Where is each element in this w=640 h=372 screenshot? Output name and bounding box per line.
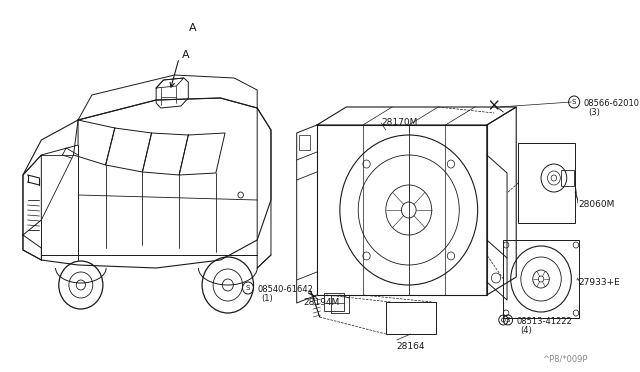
Bar xyxy=(518,143,575,223)
Text: A: A xyxy=(189,23,196,33)
Text: ^P8/*009P: ^P8/*009P xyxy=(542,355,588,364)
Text: S: S xyxy=(246,285,250,291)
Text: (1): (1) xyxy=(261,294,273,303)
Text: (3): (3) xyxy=(588,108,600,117)
Text: 28194M: 28194M xyxy=(303,298,339,307)
Text: A: A xyxy=(182,50,189,60)
Bar xyxy=(324,293,344,311)
Text: 28164: 28164 xyxy=(397,342,426,351)
Text: 08513-41222: 08513-41222 xyxy=(516,317,572,326)
Bar xyxy=(298,135,310,150)
Bar xyxy=(504,240,579,318)
Text: 28060M: 28060M xyxy=(579,200,615,209)
Text: S: S xyxy=(506,317,510,323)
Text: (4): (4) xyxy=(520,326,532,335)
Text: 27933+E: 27933+E xyxy=(579,278,620,287)
Text: 28170M: 28170M xyxy=(381,118,417,127)
Text: 08540-61642: 08540-61642 xyxy=(257,285,313,294)
Bar xyxy=(561,170,574,186)
Text: 08566-62010: 08566-62010 xyxy=(583,99,639,108)
Text: S: S xyxy=(572,99,576,105)
Bar xyxy=(386,302,436,334)
